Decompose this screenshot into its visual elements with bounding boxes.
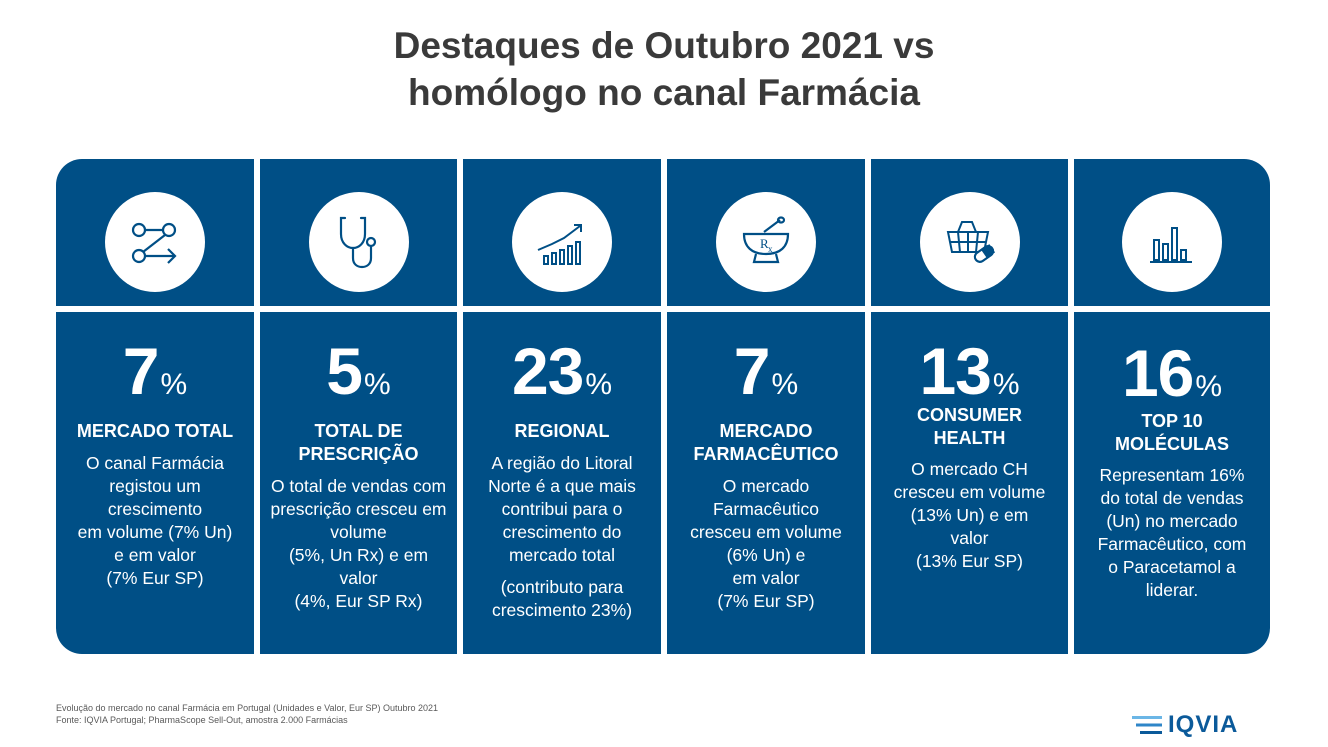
page-title: Destaques de Outubro 2021 vs homólogo no… (0, 22, 1328, 116)
card-icon-cell (56, 159, 254, 306)
mortar-rx-icon: R x (742, 216, 790, 264)
icon-circle (512, 192, 612, 292)
card-heading: MERCADO FARMACÊUTICO (693, 421, 839, 464)
stethoscope-icon (339, 216, 376, 269)
iqvia-logo: IQVIA (1132, 712, 1272, 738)
card-top-10-moleculas: 16% TOP 10 MOLÉCULAS Representam 16% do … (1074, 159, 1270, 654)
card-content-cell: 7% MERCADO TOTAL O canal Farmácia regist… (56, 312, 254, 654)
card-body: Representam 16% do total de vendas (Un) … (1097, 465, 1247, 600)
logo-text: IQVIA (1168, 711, 1239, 738)
card-content-cell: 7% MERCADO FARMACÊUTICO O mercado Farmac… (667, 312, 865, 654)
card-consumer-health: 13% CONSUMER HEALTH O mercado CH cresceu… (871, 159, 1068, 654)
network-arrow-icon (131, 222, 177, 264)
page-title-line-1: Destaques de Outubro 2021 vs (393, 25, 935, 66)
card-content-cell: 16% TOP 10 MOLÉCULAS Representam 16% do … (1074, 312, 1270, 654)
card-body: O mercado CH cresceu em volume (13% Un) … (893, 459, 1046, 571)
icon-circle: R x (716, 192, 816, 292)
highlights-panel: 7% MERCADO TOTAL O canal Farmácia regist… (56, 159, 1270, 654)
card-icon-cell (871, 159, 1068, 306)
bar-chart-icon (1150, 227, 1192, 263)
stat-value: 23% (511, 334, 613, 408)
stat-value: 13% (919, 334, 1020, 408)
icon-circle (105, 192, 205, 292)
card-heading: TOP 10 MOLÉCULAS (1115, 411, 1229, 454)
card-icon-cell: R x (667, 159, 865, 306)
card-content-cell: 23% REGIONAL A região do Litoral Norte é… (463, 312, 661, 654)
card-heading: REGIONAL (514, 421, 610, 441)
stat-value: 5% (326, 334, 391, 408)
icon-circle (308, 192, 409, 292)
card-regional: 23% REGIONAL A região do Litoral Norte é… (463, 159, 661, 654)
svg-text:R: R (760, 236, 769, 251)
logo-bars-icon (1132, 716, 1162, 734)
page-title-line-2: homólogo no canal Farmácia (408, 72, 920, 113)
stat-value: 7% (122, 334, 188, 408)
card-icon-cell (463, 159, 661, 306)
card-body: O total de vendas com prescrição cresceu… (270, 476, 447, 611)
icon-circle (1122, 192, 1222, 292)
footnote: Evolução do mercado no canal Farmácia em… (56, 702, 438, 726)
card-body: O canal Farmácia registou um crescimento… (77, 453, 233, 588)
footnote-source: Fonte: IQVIA Portugal; PharmaScope Sell-… (56, 715, 348, 725)
card-body-note: (contributo para crescimento 23%) (491, 577, 633, 620)
card-icon-cell (260, 159, 457, 306)
card-heading: CONSUMER HEALTH (916, 405, 1022, 448)
card-content-cell: 5% TOTAL DE PRESCRIÇÃO O total de vendas… (260, 312, 457, 654)
card-heading: MERCADO TOTAL (76, 421, 234, 441)
card-total-prescricao: 5% TOTAL DE PRESCRIÇÃO O total de vendas… (260, 159, 457, 654)
footnote-line-1: Evolução do mercado no canal Farmácia em… (56, 703, 439, 713)
svg-text:x: x (768, 244, 773, 254)
card-body: O mercado Farmacêutico cresceu em volume… (690, 476, 842, 611)
card-mercado-farmaceutico: R x 7% MERCADO FARMACÊUTICO O mercado Fa… (667, 159, 865, 654)
card-mercado-total: 7% MERCADO TOTAL O canal Farmácia regist… (56, 159, 254, 654)
card-heading: TOTAL DE PRESCRIÇÃO (298, 421, 419, 464)
card-body: A região do Litoral Norte é a que mais c… (488, 453, 636, 565)
stat-value: 7% (733, 334, 799, 408)
growth-chart-icon (537, 224, 582, 265)
basket-pill-icon (946, 221, 995, 263)
card-content-cell: 13% CONSUMER HEALTH O mercado CH cresceu… (871, 312, 1068, 654)
stat-value: 16% (1121, 336, 1223, 410)
card-icon-cell (1074, 159, 1270, 306)
icon-circle (919, 192, 1020, 292)
